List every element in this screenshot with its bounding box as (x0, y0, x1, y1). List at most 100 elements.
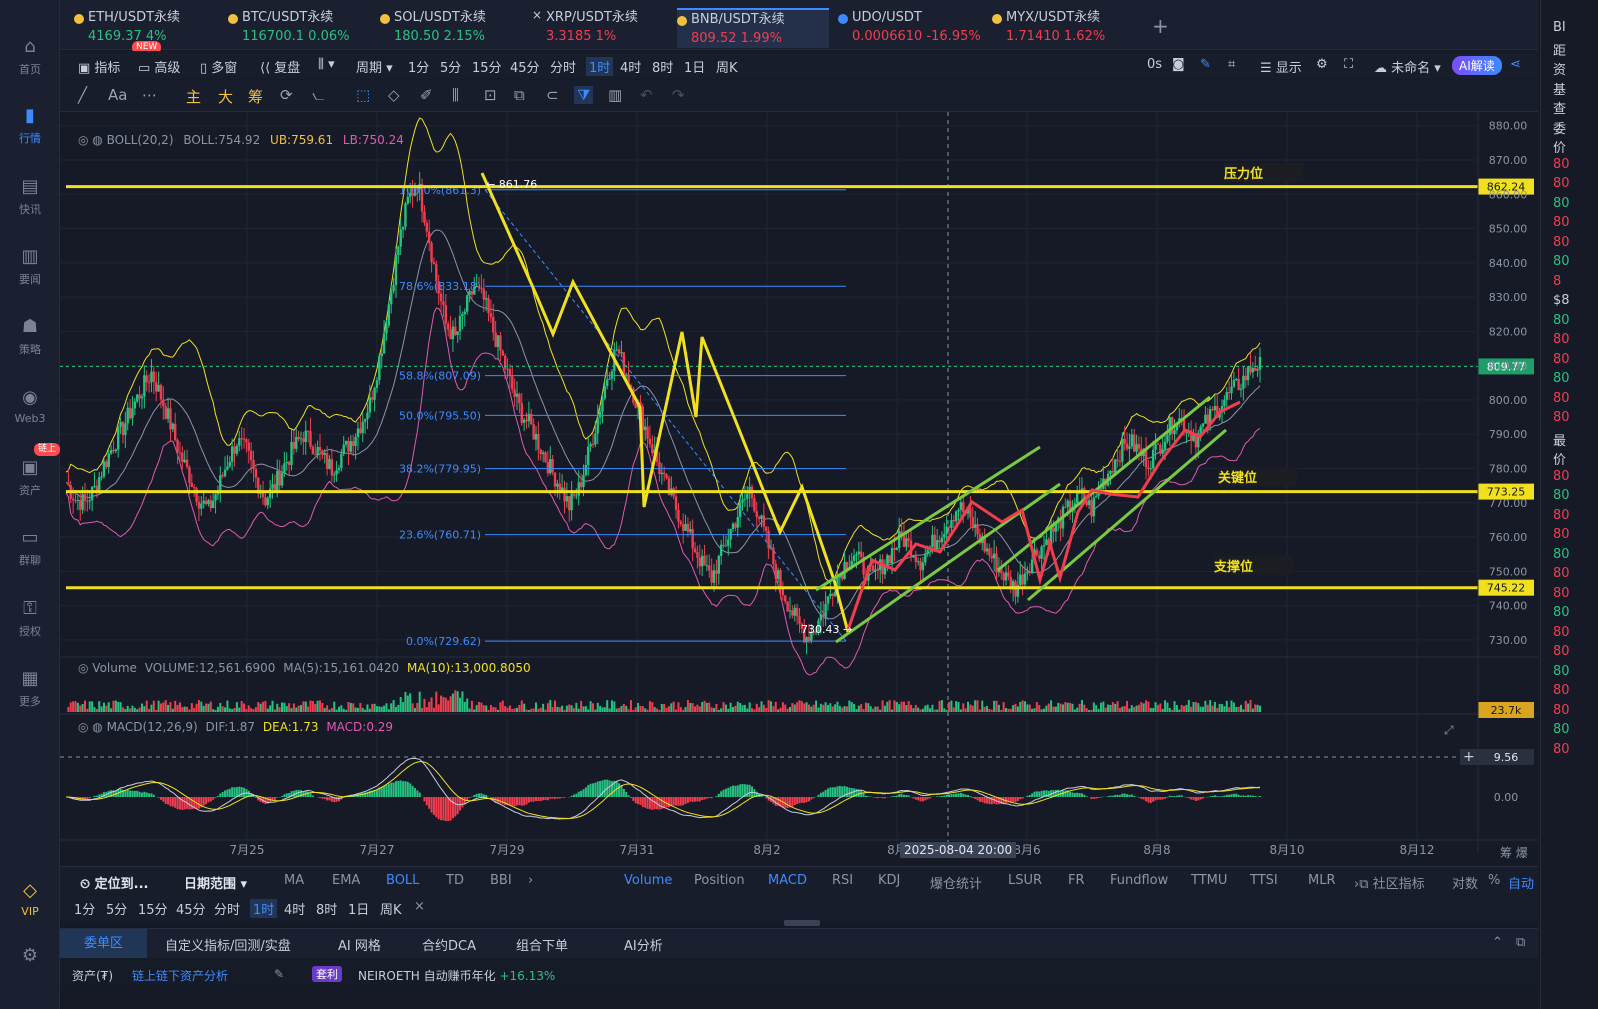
expand-pane-icon[interactable]: ⤢ (1444, 723, 1454, 737)
sub-rsi[interactable]: RSI (832, 873, 854, 888)
sub-mlr[interactable]: MLR (1308, 873, 1336, 888)
interval-1h[interactable]: 1时 (586, 57, 614, 76)
quick-timeshare[interactable]: 分时 (214, 903, 241, 918)
gear-icon[interactable]: ⚙ (1316, 57, 1328, 72)
share-icon[interactable]: ⋖ (1510, 57, 1521, 72)
tab-custom-indicator[interactable]: 自定义指标/回测/实盘 (165, 939, 291, 954)
quick-1m[interactable]: 1分 (74, 903, 96, 918)
tab-combo-order[interactable]: 组合下单 (516, 939, 569, 954)
filter-icon[interactable]: ⧩ (574, 86, 594, 104)
ai-interpret-button[interactable]: AI解读 (1452, 56, 1502, 75)
panel-resize-handle[interactable] (784, 920, 820, 926)
brush-icon[interactable]: ✐ (420, 86, 433, 104)
auto-scale-toggle[interactable]: 自动 (1508, 877, 1535, 892)
settings-button[interactable]: ⚙ (0, 945, 60, 970)
community-indicators-button[interactable]: ›⧉ 社区指标 (1354, 877, 1425, 892)
nav-strategy[interactable]: ☗ 策略 (19, 316, 41, 356)
chip-button[interactable]: 筹 (248, 88, 264, 106)
trash-icon[interactable]: ▥ (608, 86, 623, 104)
tab-myx[interactable]: MYX/USDT永续 1.71410 1.62% (992, 8, 1142, 48)
replay-button[interactable]: ⟨⟨ 复盘 (260, 61, 301, 76)
indicator-ma[interactable]: MA (284, 873, 305, 888)
ruler-icon[interactable]: ◇ (388, 86, 400, 104)
nav-flash[interactable]: ▤ 快讯 (19, 176, 41, 216)
refresh-icon[interactable]: ⟳ (280, 86, 293, 104)
quick-8h[interactable]: 8时 (316, 903, 338, 918)
interval-timeshare[interactable]: 分时 (550, 61, 577, 76)
chart-type-button[interactable]: ⫼ ▾ (318, 57, 335, 72)
indicator-boll[interactable]: BOLL (386, 873, 420, 888)
big-order-button[interactable]: 大 (218, 88, 234, 106)
interval-1m[interactable]: 1分 (408, 61, 430, 76)
indicator-td[interactable]: TD (446, 873, 464, 888)
fullscreen-icon[interactable]: ⛶ (1344, 57, 1354, 72)
popout-icon[interactable]: ⧉ (1516, 935, 1526, 950)
chevron-right-icon[interactable]: › (528, 873, 534, 888)
multi-window-button[interactable]: ▯ 多窗 (200, 61, 238, 76)
period-dropdown[interactable]: 周期 ▾ (356, 61, 393, 76)
tab-ai-grid[interactable]: AI 网格 (338, 939, 381, 954)
measure-icon[interactable]: ⦦ (312, 86, 325, 104)
tab-orders[interactable]: 委单区 (60, 929, 148, 958)
edit-icon[interactable]: ✎ (274, 967, 285, 981)
interval-1d[interactable]: 1日 (684, 61, 706, 76)
nav-chat[interactable]: ▭ 群聊 (19, 527, 41, 567)
nav-assets[interactable]: ▣ 资产 链上 (0, 443, 60, 498)
date-range-dropdown[interactable]: 日期范围 ▾ (184, 877, 248, 892)
tab-udo[interactable]: UDO/USDT 0.0006610 -16.95% (838, 8, 988, 48)
quick-1d[interactable]: 1日 (348, 903, 370, 918)
redo-icon[interactable]: ↷ (672, 86, 685, 104)
quick-15m[interactable]: 15分 (138, 903, 168, 918)
text-tool-button[interactable]: Aa (108, 86, 128, 104)
locate-button[interactable]: ⏲ 定位到... (80, 877, 149, 892)
quick-week[interactable]: 周K (380, 903, 402, 918)
layout-name-dropdown[interactable]: ☁ 未命名 ▾ (1374, 61, 1441, 76)
sub-ttsi[interactable]: TTSI (1250, 873, 1278, 888)
asset-analysis-link[interactable]: 链上链下资产分析 (132, 969, 229, 983)
quick-4h[interactable]: 4时 (284, 903, 306, 918)
candle-icon[interactable]: ⫼ (452, 86, 459, 104)
sub-volume[interactable]: Volume (624, 873, 673, 888)
tab-eth[interactable]: ETH/USDT永续 4169.37 4% NEW (74, 8, 224, 54)
price-chart[interactable]: 100.0%(861.3)78.6%(833.18)58.8%(807.09)5… (60, 112, 1538, 866)
collapse-panel-icon[interactable]: ⌃ (1492, 935, 1503, 950)
add-crosshair-button[interactable]: + (1460, 749, 1478, 765)
nav-market[interactable]: ▮ 行情 (19, 105, 41, 145)
nav-auth[interactable]: ⚿ 授权 (19, 598, 41, 638)
quick-45m[interactable]: 45分 (176, 903, 206, 918)
tab-btc[interactable]: BTC/USDT永续 116700.1 0.06% (228, 8, 378, 48)
lock-icon[interactable]: ⊡ (484, 86, 497, 104)
sub-fr[interactable]: FR (1068, 873, 1085, 888)
advanced-button[interactable]: ▭ 高级 (138, 61, 181, 76)
pen-icon[interactable]: ✎ (1200, 57, 1211, 72)
add-tab-button[interactable]: + (1152, 14, 1169, 38)
main-chart-button[interactable]: 主 (186, 88, 202, 106)
quick-5m[interactable]: 5分 (106, 903, 128, 918)
tab-xrp[interactable]: × XRP/USDT永续 3.3185 1% (532, 8, 638, 44)
interval-15m[interactable]: 15分 (472, 61, 502, 76)
close-icon[interactable]: × (414, 899, 425, 914)
indicators-button[interactable]: ▣ 指标 (78, 61, 121, 76)
nav-vip[interactable]: ◇ VIP (0, 880, 60, 918)
indicator-bbi[interactable]: BBI (490, 873, 512, 888)
nav-home[interactable]: ⌂ 首页 (19, 36, 41, 76)
macd-legend[interactable]: ◎ ◍ MACD(12,26,9) DIF:1.87 DEA:1.73 MACD… (78, 720, 394, 734)
camera-icon[interactable]: ◙ (1172, 57, 1185, 72)
sub-fundflow[interactable]: Fundflow (1110, 873, 1169, 888)
interval-4h[interactable]: 4时 (620, 61, 642, 76)
nav-more[interactable]: ▦ 更多 (19, 668, 41, 708)
interval-8h[interactable]: 8时 (652, 61, 674, 76)
more-tools-icon[interactable]: ⋯ (142, 86, 157, 104)
interval-week[interactable]: 周K (716, 61, 738, 76)
tab-contract-dca[interactable]: 合约DCA (422, 939, 476, 954)
magnet-icon[interactable]: ⊂ (546, 86, 559, 104)
nav-web3[interactable]: ◉ Web3 (14, 387, 46, 425)
line-tool-icon[interactable]: ╱ (78, 86, 88, 104)
nav-news[interactable]: ▥ 要闻 (19, 246, 41, 286)
percent-scale-toggle[interactable]: % (1488, 873, 1501, 888)
sub-kdj[interactable]: KDJ (878, 873, 901, 888)
sub-lsur[interactable]: LSUR (1008, 873, 1043, 888)
undo-icon[interactable]: ↶ (640, 86, 653, 104)
note-icon[interactable]: ⧉ (514, 86, 525, 104)
tab-sol[interactable]: SOL/USDT永续 180.50 2.15% (380, 8, 530, 48)
